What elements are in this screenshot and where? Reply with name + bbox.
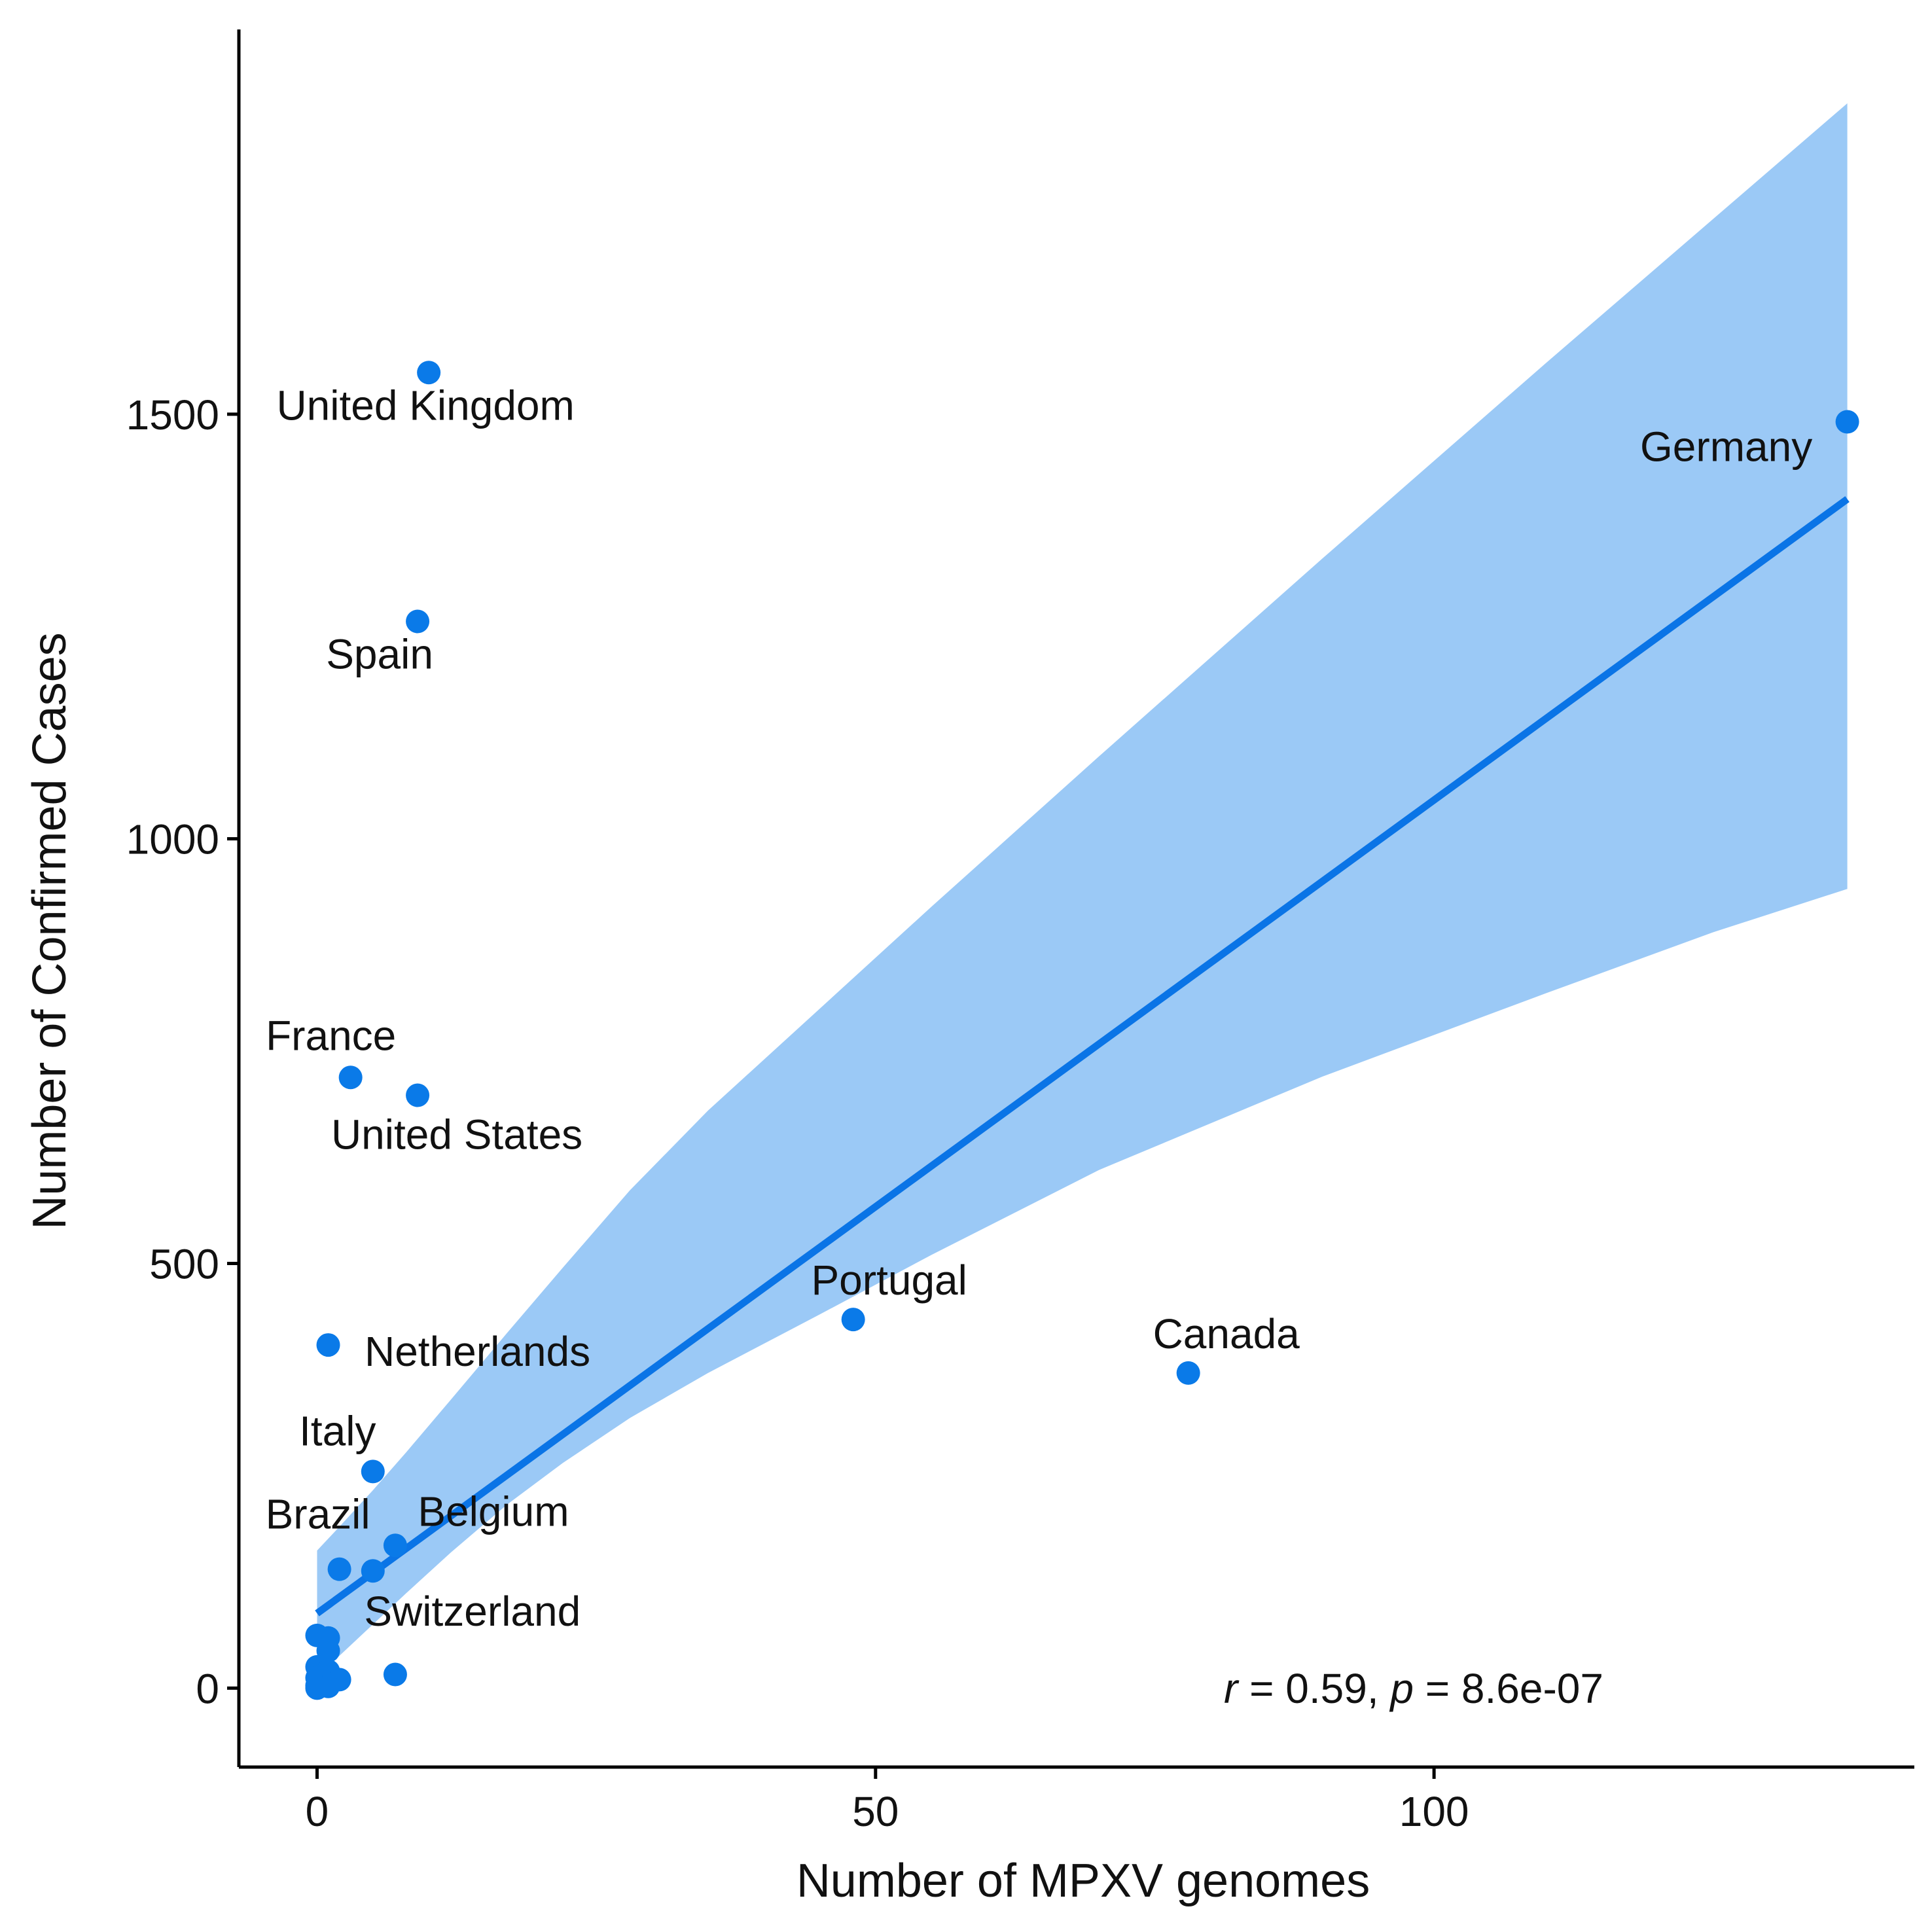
x-tick-label: 0 bbox=[306, 1788, 329, 1835]
axes-layer bbox=[237, 29, 1914, 1769]
y-tick-label: 1000 bbox=[126, 816, 219, 863]
y-axis-title: Number of Confirmed Cases bbox=[24, 632, 76, 1229]
p-symbol: p bbox=[1389, 1665, 1414, 1712]
point-label: Brazil bbox=[266, 1491, 370, 1538]
data-point bbox=[406, 609, 430, 634]
regression-line-layer bbox=[315, 496, 1850, 1617]
r-symbol: r bbox=[1224, 1665, 1240, 1712]
r-value: = 0.59, bbox=[1238, 1665, 1390, 1712]
point-label: Italy bbox=[299, 1407, 376, 1454]
point-label: Portugal bbox=[811, 1257, 967, 1304]
data-point bbox=[327, 1557, 351, 1581]
confidence-band bbox=[317, 103, 1848, 1675]
x-tick-label: 50 bbox=[852, 1788, 899, 1835]
x-axis-title: Number of MPXV genomes bbox=[796, 1855, 1370, 1907]
point-label: Switzerland bbox=[364, 1588, 581, 1635]
data-points-layer bbox=[305, 361, 1859, 1700]
data-point bbox=[1835, 410, 1859, 434]
data-point bbox=[305, 1676, 329, 1700]
point-label: United Kingdom bbox=[276, 382, 574, 429]
p-value: = 8.6e-07 bbox=[1414, 1665, 1603, 1712]
confidence-band-layer bbox=[317, 103, 1848, 1675]
point-label: Spain bbox=[326, 630, 433, 677]
point-label: Netherlands bbox=[365, 1328, 590, 1375]
data-point bbox=[383, 1533, 407, 1558]
point-label: Belgium bbox=[418, 1488, 569, 1535]
data-point bbox=[338, 1065, 363, 1090]
point-label: France bbox=[266, 1012, 396, 1059]
y-tick-label: 0 bbox=[196, 1665, 219, 1712]
data-point bbox=[1176, 1361, 1200, 1385]
correlation-annotation: r = 0.59, p = 8.6e-07 bbox=[1224, 1665, 1603, 1712]
data-point bbox=[361, 1459, 385, 1484]
y-tick-label: 1500 bbox=[126, 391, 219, 438]
data-point bbox=[316, 1333, 340, 1357]
data-point bbox=[361, 1559, 385, 1583]
point-label: Germany bbox=[1640, 423, 1812, 471]
y-tick-label: 500 bbox=[149, 1240, 219, 1287]
regression-line bbox=[315, 496, 1850, 1617]
data-point bbox=[406, 1083, 430, 1107]
data-point bbox=[417, 361, 441, 385]
point-labels-layer: United Kingdom Germany Spain France United S… bbox=[266, 382, 1813, 1635]
data-point bbox=[383, 1662, 407, 1687]
data-point bbox=[841, 1308, 865, 1332]
point-label: United States bbox=[331, 1111, 582, 1158]
x-tick-label: 100 bbox=[1399, 1788, 1469, 1835]
point-label: Canada bbox=[1153, 1310, 1300, 1357]
